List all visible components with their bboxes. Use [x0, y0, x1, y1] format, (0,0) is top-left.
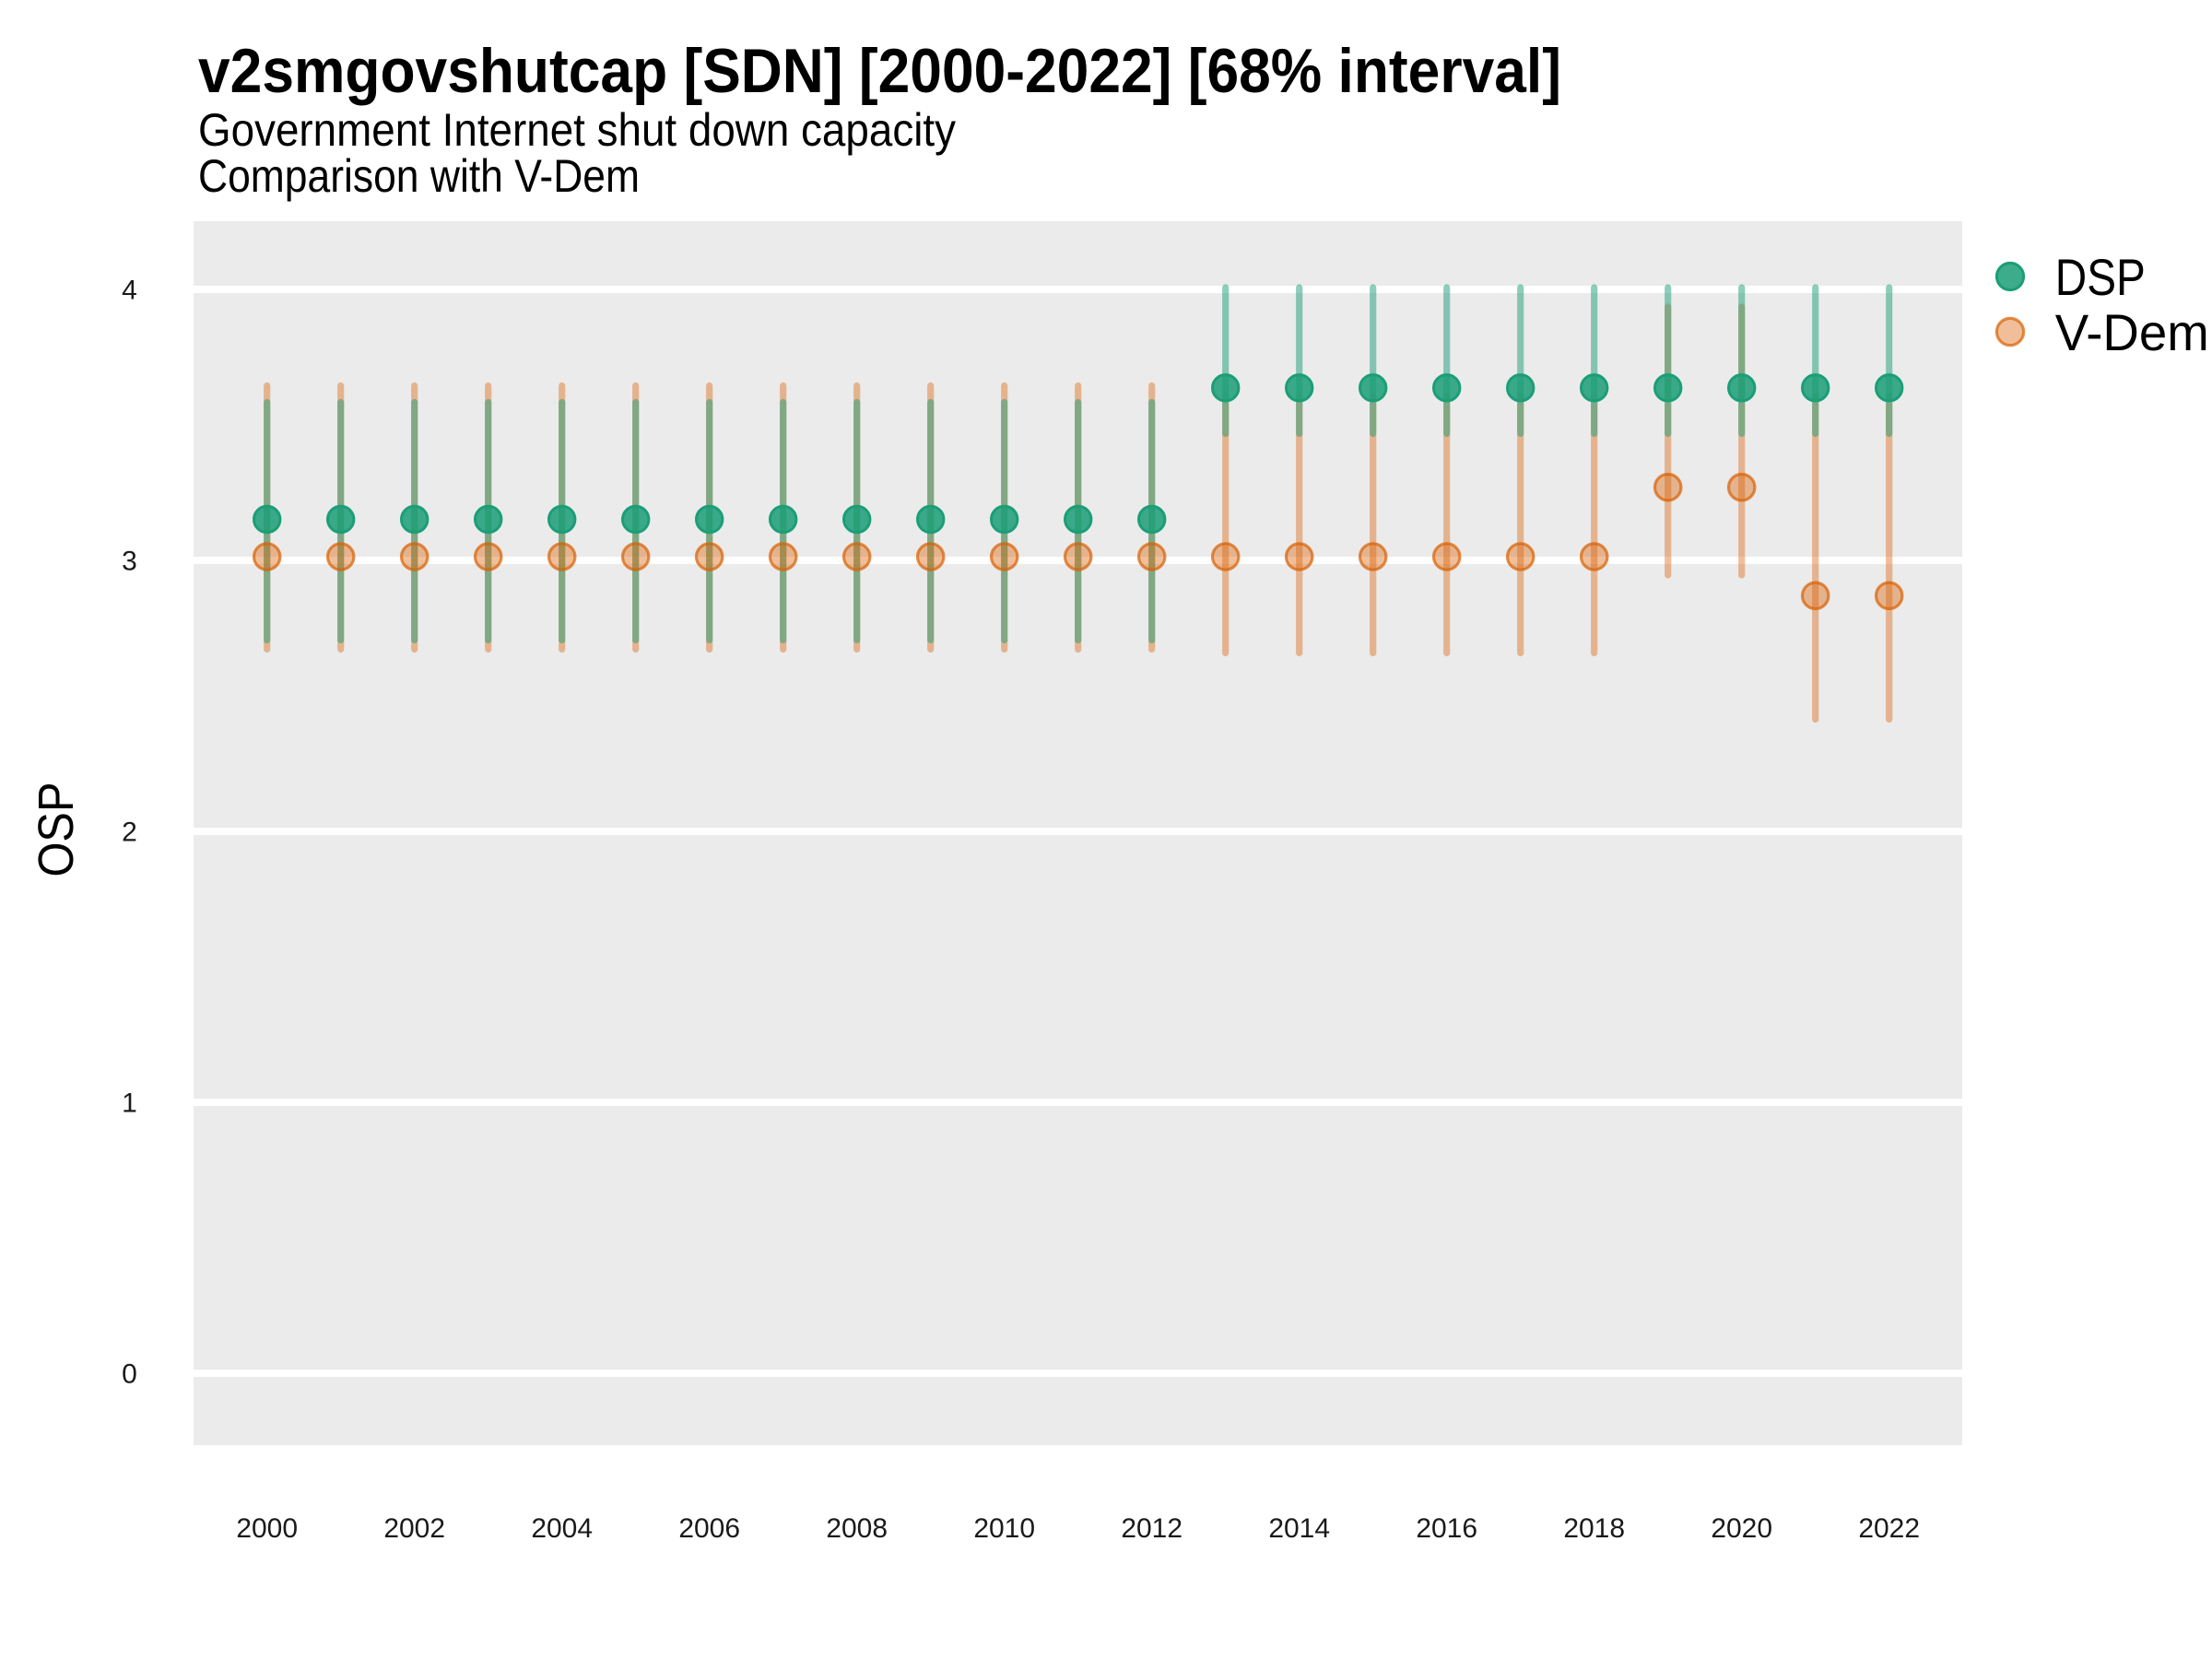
- svg-text:3: 3: [122, 547, 137, 577]
- svg-text:2008: 2008: [826, 1513, 888, 1544]
- svg-text:2010: 2010: [973, 1513, 1035, 1544]
- svg-text:Comparison with V-Dem: Comparison with V-Dem: [198, 150, 640, 202]
- svg-text:2012: 2012: [1121, 1513, 1182, 1544]
- svg-text:4: 4: [122, 276, 137, 306]
- svg-text:2000: 2000: [236, 1513, 298, 1544]
- svg-text:2022: 2022: [1858, 1513, 1920, 1544]
- svg-text:V-Dem: V-Dem: [2055, 303, 2209, 361]
- svg-text:2: 2: [122, 818, 137, 848]
- svg-text:0: 0: [122, 1359, 137, 1390]
- svg-text:v2smgovshutcap [SDN] [2000-202: v2smgovshutcap [SDN] [2000-2022] [68% in…: [198, 36, 1561, 106]
- svg-text:2002: 2002: [383, 1513, 445, 1544]
- svg-text:Government Internet shut down: Government Internet shut down capacity: [198, 104, 956, 156]
- svg-text:2014: 2014: [1268, 1513, 1330, 1544]
- svg-text:2016: 2016: [1416, 1513, 1477, 1544]
- svg-text:2020: 2020: [1711, 1513, 1772, 1544]
- svg-text:2004: 2004: [531, 1513, 593, 1544]
- svg-text:OSP: OSP: [29, 782, 84, 877]
- svg-text:1: 1: [122, 1088, 137, 1119]
- svg-text:2006: 2006: [678, 1513, 740, 1544]
- svg-text:2018: 2018: [1563, 1513, 1625, 1544]
- svg-text:DSP: DSP: [2055, 248, 2146, 306]
